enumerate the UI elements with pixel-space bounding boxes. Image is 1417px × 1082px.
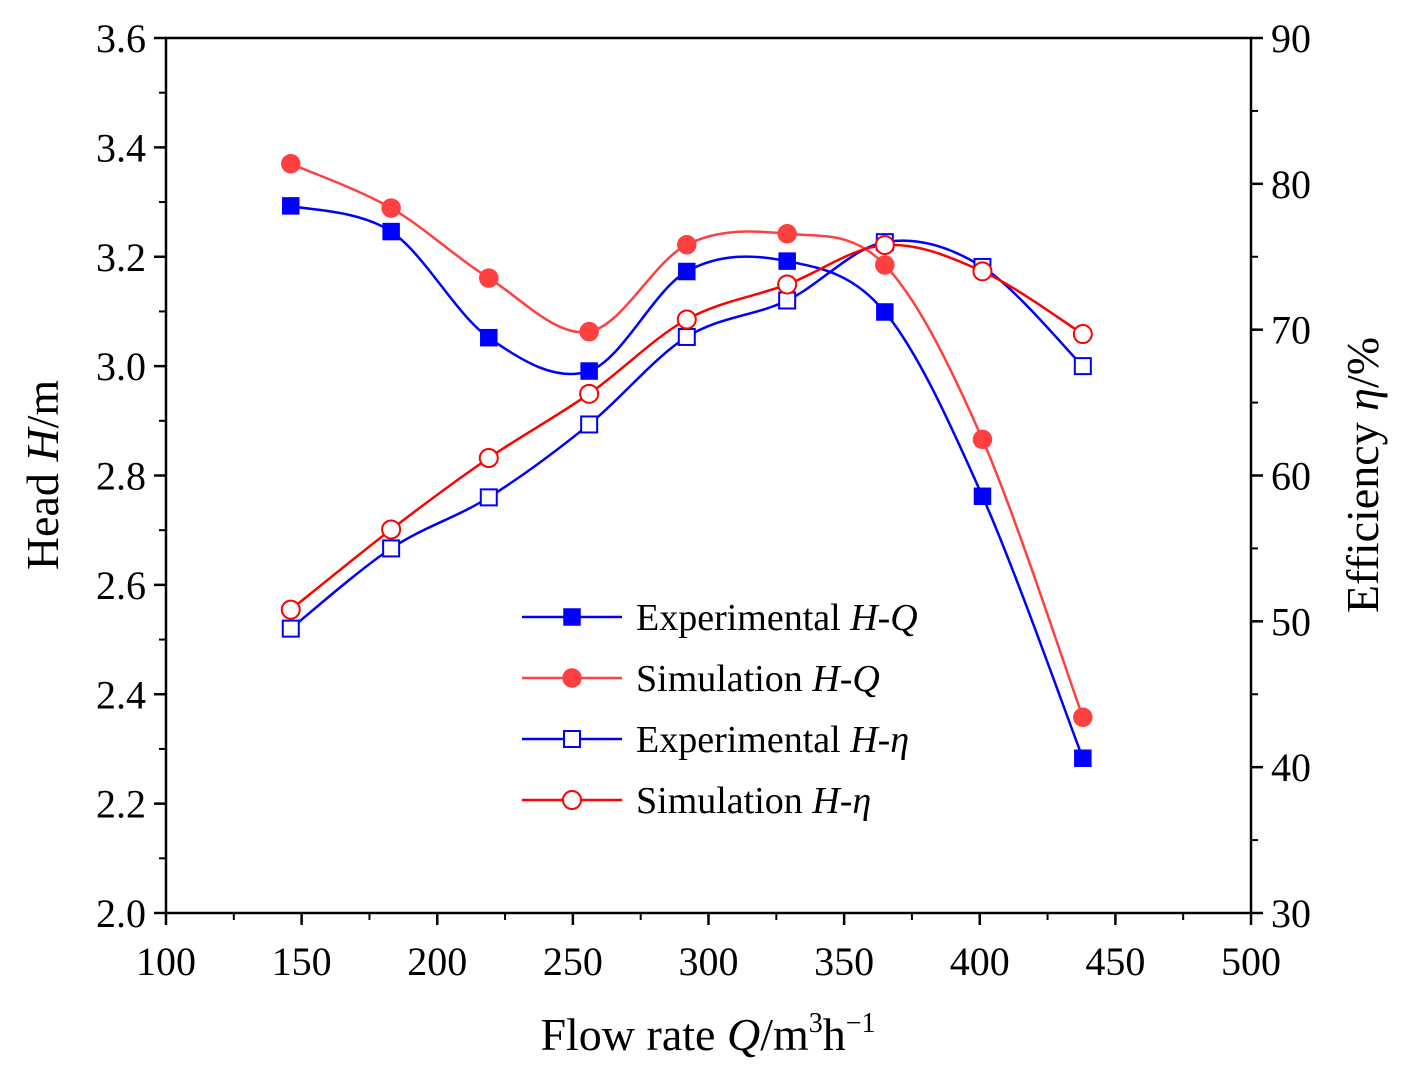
data-point (282, 197, 300, 215)
data-point (777, 274, 798, 295)
data-point (580, 362, 598, 380)
legend-item: Experimental H-Q (522, 597, 918, 639)
y-axis-left-title: Head H/m (17, 380, 68, 571)
data-point (381, 198, 401, 218)
legend-label: Simulation H-η (636, 780, 871, 822)
data-point (678, 262, 696, 281)
data-point (479, 488, 498, 507)
x-tick-label: 400 (950, 939, 1010, 984)
legend-item: Experimental H-η (522, 719, 909, 761)
x-tick-label: 100 (136, 939, 196, 984)
y-right-tick-label: 50 (1271, 599, 1311, 644)
data-point (875, 255, 895, 275)
data-point (580, 415, 599, 434)
data-point (874, 235, 895, 256)
data-point (382, 222, 400, 241)
legend-label: Experimental H-Q (636, 597, 918, 639)
data-point (677, 234, 697, 255)
y-left-tick-label: 3.0 (96, 344, 146, 389)
series-0 (282, 197, 1092, 767)
series-2 (281, 233, 1092, 638)
series-3 (280, 235, 1093, 620)
y-right-tick-label: 80 (1271, 162, 1311, 207)
y-right-tick-label: 70 (1271, 308, 1311, 353)
y-axis-right-title: Efficiency η/% (1337, 337, 1388, 613)
series-line (289, 243, 1084, 611)
x-tick-label: 450 (1085, 939, 1145, 984)
legend-marker (562, 790, 582, 810)
data-point (1074, 749, 1092, 767)
x-axis-title: Flow rate Q/m3h−1 (540, 1008, 875, 1060)
y-left-tick-label: 2.8 (96, 454, 146, 499)
data-point (281, 154, 301, 174)
data-point (676, 309, 697, 330)
legend-marker (563, 730, 581, 748)
y-left-tick-label: 3.6 (96, 16, 146, 61)
x-tick-label: 250 (543, 939, 603, 984)
axes-layer: 100 150 200 250 300 350 400 450 500 2.0 2.2 2.4 2.6 2… (96, 16, 1311, 984)
data-point (876, 303, 894, 321)
y-right-tick-label: 40 (1271, 745, 1311, 790)
data-point (480, 328, 498, 347)
legend-marker (562, 668, 582, 688)
data-point (777, 224, 797, 244)
y-right-tick-label: 60 (1271, 454, 1311, 499)
data-point (579, 321, 599, 342)
x-tick-label: 150 (272, 939, 332, 984)
legend-item: Simulation H-Q (522, 658, 880, 700)
data-point (1073, 357, 1092, 376)
data-point (382, 539, 401, 558)
y-right-tick-label: 30 (1271, 891, 1311, 936)
x-tick-label: 500 (1221, 939, 1281, 984)
data-point (280, 599, 301, 620)
data-point (973, 487, 992, 506)
series-line (289, 239, 1084, 630)
legend-label: Simulation H-Q (636, 658, 880, 700)
x-tick-label: 350 (814, 939, 874, 984)
data-point (579, 383, 600, 404)
y-right-tick-label: 90 (1271, 16, 1311, 61)
x-tick-label: 200 (407, 939, 467, 984)
legend-item: Simulation H-η (522, 780, 871, 822)
y-left-tick-label: 2.0 (96, 891, 146, 936)
data-point (381, 519, 402, 540)
y-left-tick-label: 2.6 (96, 563, 146, 608)
data-point (677, 327, 696, 346)
y-left-tick-label: 3.2 (96, 235, 146, 280)
data-point (1072, 324, 1093, 345)
legend: Experimental H-Q Simulation H-Q Experiment… (522, 597, 918, 822)
data-point (281, 619, 300, 638)
data-point (1073, 707, 1093, 727)
data-point (972, 261, 993, 282)
series-1 (281, 154, 1093, 727)
data-point (972, 429, 993, 450)
legend-marker (563, 608, 581, 626)
data-point (778, 252, 796, 270)
y-left-tick-label: 2.4 (96, 672, 146, 717)
series-layer (280, 154, 1093, 767)
y-left-tick-label: 2.2 (96, 782, 146, 827)
data-point (479, 268, 499, 288)
x-tick-label: 300 (679, 939, 739, 984)
data-point (778, 291, 797, 310)
y-left-tick-label: 3.4 (96, 125, 146, 170)
legend-label: Experimental H-η (636, 719, 909, 761)
data-point (478, 448, 499, 468)
